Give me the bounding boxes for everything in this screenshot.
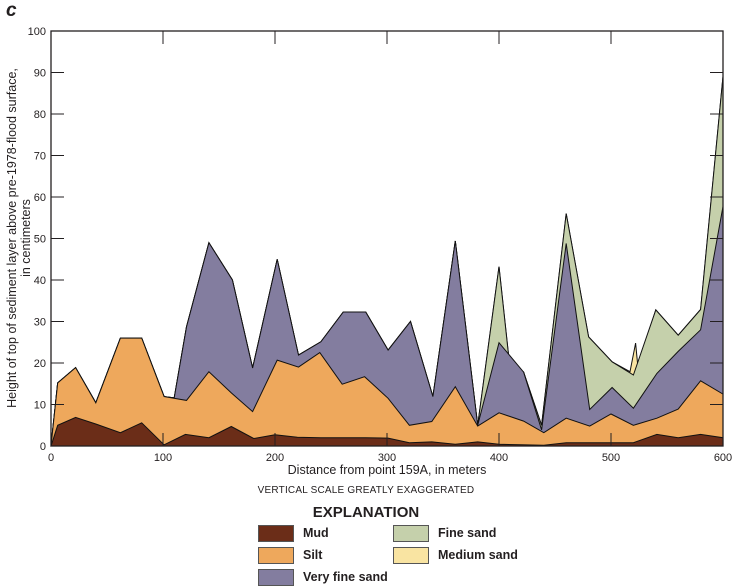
- area-mud: [50, 416, 724, 447]
- y-tick-label: 30: [34, 317, 46, 329]
- y-tick-label: 90: [34, 68, 46, 80]
- x-tick-label: 500: [602, 452, 620, 464]
- y-tick-label: 80: [34, 109, 46, 121]
- x-tick-label: 600: [714, 452, 732, 464]
- y-tick-label: 10: [34, 400, 46, 412]
- x-tick-label: 100: [154, 452, 172, 464]
- x-tick-label: 400: [490, 452, 508, 464]
- y-tick-label: 0: [40, 441, 46, 453]
- legend-label-medium-sand: Medium sand: [438, 548, 518, 562]
- legend-label-mud: Mud: [303, 526, 329, 540]
- y-tick-label: 70: [34, 151, 46, 163]
- chart-axes: 0 10 20 30 40 50 60 70 80 90 100 0 100 200 300 400 500 60…: [28, 26, 732, 464]
- legend-swatch-very-fine-sand: [258, 568, 294, 586]
- y-tick-label: 40: [34, 275, 46, 287]
- x-tick-label: 300: [378, 452, 396, 464]
- legend-title: EXPLANATION: [312, 504, 420, 521]
- legend-swatch-medium-sand: [393, 546, 429, 564]
- legend-label-fine-sand: Fine sand: [438, 526, 497, 540]
- y-axis-title-line2: in centimeters: [19, 199, 33, 277]
- y-tick-label: 50: [34, 234, 46, 246]
- legend-item-mud: Mud: [258, 524, 329, 542]
- y-tick-label: 20: [34, 358, 46, 370]
- legend-item-fine-sand: Fine sand: [393, 524, 496, 542]
- legend-swatch-mud: [258, 524, 294, 542]
- panel-label: c: [6, 0, 17, 21]
- y-tick-label: 60: [34, 192, 46, 204]
- x-axis-title: Distance from point 159A, in meters: [288, 463, 487, 477]
- legend-swatch-silt: [258, 546, 294, 564]
- legend-item-very-fine-sand: Very fine sand: [258, 568, 388, 586]
- legend-swatch-fine-sand: [393, 524, 429, 542]
- chart: 0 10 20 30 40 50 60 70 80 90 100 0 100 200 300 400 500 60…: [5, 26, 732, 477]
- scale-note: VERTICAL SCALE GREATLY EXAGGERATED: [257, 485, 475, 496]
- x-tick-label: 200: [266, 452, 284, 464]
- legend-item-silt: Silt: [258, 546, 322, 564]
- chart-areas: [50, 76, 724, 447]
- legend-label-very-fine-sand: Very fine sand: [303, 570, 388, 584]
- y-axis-title-line1: Height of top of sediment layer above pr…: [5, 68, 19, 408]
- x-tick-label: 0: [48, 452, 54, 464]
- y-tick-label: 100: [28, 26, 46, 38]
- legend-item-medium-sand: Medium sand: [393, 546, 518, 564]
- legend-label-silt: Silt: [303, 548, 323, 562]
- area-silt: [50, 337, 724, 447]
